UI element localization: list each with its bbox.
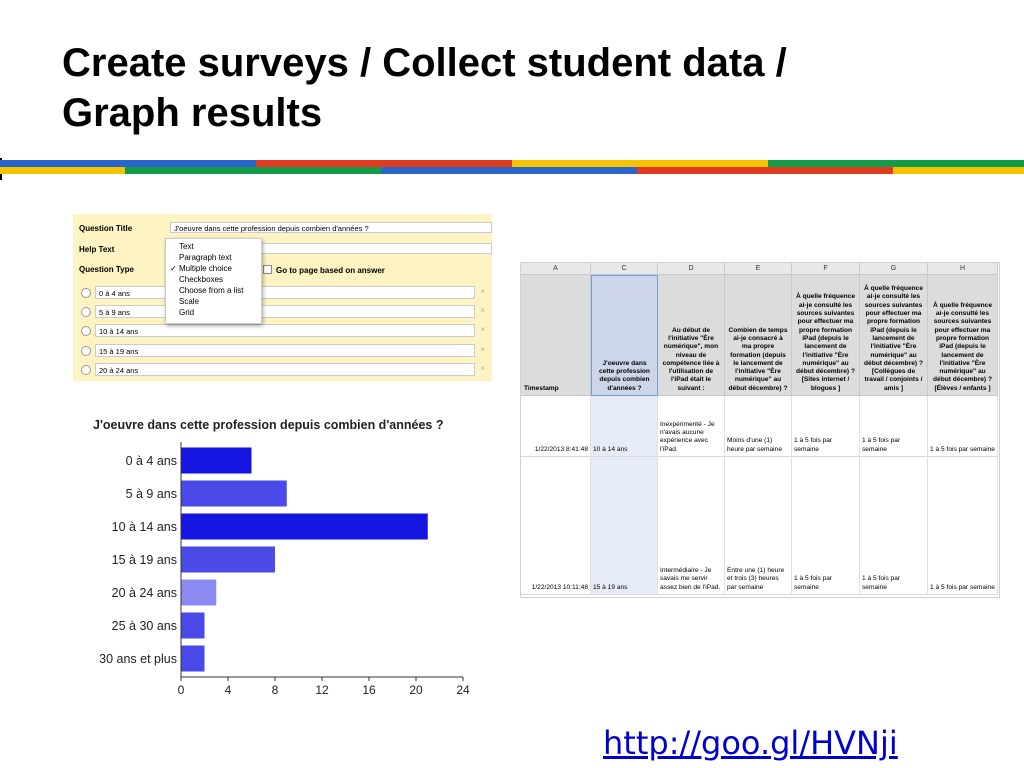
column-header-cell[interactable]: J'oeuvre dans cette profession depuis co…: [591, 275, 658, 396]
option-input[interactable]: 5 à 9 ans: [95, 305, 475, 318]
bar: [181, 513, 428, 540]
remove-option-icon[interactable]: ×: [480, 325, 485, 334]
table-cell[interactable]: 1 à 5 fois par semaine: [928, 396, 998, 457]
slide-title-line-2: Graph results: [62, 91, 323, 135]
table-cell[interactable]: 1 à 5 fois par semaine: [860, 457, 928, 595]
category-label: 25 à 30 ans: [112, 619, 177, 633]
question-title-label: Question Title: [79, 224, 133, 233]
check-icon: ✓: [170, 264, 177, 273]
x-tick-label: 4: [225, 683, 232, 697]
column-header-letter[interactable]: G: [860, 263, 928, 275]
menu-item-checkboxes[interactable]: Checkboxes: [179, 275, 224, 284]
category-label: 5 à 9 ans: [126, 487, 177, 501]
radio-icon: [81, 307, 91, 317]
column-header-cell[interactable]: À quelle fréquence ai-je consulté les so…: [860, 275, 928, 396]
option-row: 10 à 14 ans ×: [79, 324, 489, 337]
menu-item-grid[interactable]: Grid: [179, 308, 195, 317]
option-row: 0 à 4 ans ×: [79, 286, 489, 299]
question-type-menu: Text Paragraph text ✓ Multiple choice Ch…: [165, 238, 262, 324]
x-tick-label: 20: [409, 683, 423, 697]
radio-icon: [81, 288, 91, 298]
x-tick-label: 24: [456, 683, 470, 697]
column-header-cell[interactable]: À quelle fréquence ai-je consulté les so…: [928, 275, 998, 396]
menu-item-choose-from-list[interactable]: Choose from a list: [179, 286, 244, 295]
option-row: 5 à 9 ans ×: [79, 305, 489, 318]
column-header-cell[interactable]: À quelle fréquence ai-je consulté les so…: [792, 275, 860, 396]
table-cell[interactable]: 1 à 5 fois par semaine: [792, 396, 860, 457]
color-stripe-bottom: [0, 167, 1024, 174]
table-cell[interactable]: Intermédiaire - Je savais me servir asse…: [658, 457, 725, 595]
column-header-cell[interactable]: Au début de l'initiative "Ère numérique"…: [658, 275, 725, 396]
checkbox-icon[interactable]: [263, 265, 272, 274]
category-label: 10 à 14 ans: [112, 520, 177, 534]
menu-item-paragraph-text[interactable]: Paragraph text: [179, 253, 232, 262]
category-label: 15 à 19 ans: [112, 553, 177, 567]
menu-item-multiple-choice[interactable]: Multiple choice: [179, 264, 232, 273]
table-cell[interactable]: 10 à 14 ans: [591, 396, 658, 457]
column-header-letter[interactable]: C: [591, 263, 658, 275]
slide-title-line-1: Create surveys / Collect student data /: [62, 41, 787, 85]
table-cell[interactable]: Moins d'une (1) heure par semaine: [725, 396, 792, 457]
column-header-letter[interactable]: A: [521, 263, 591, 275]
table-cell[interactable]: Entre une (1) heure et trois (3) heures …: [725, 457, 792, 595]
column-header-letter[interactable]: E: [725, 263, 792, 275]
results-chart: J'oeuvre dans cette profession depuis co…: [85, 410, 485, 700]
color-stripe-top: [0, 160, 1024, 167]
option-input[interactable]: 15 à 19 ans: [95, 344, 475, 357]
table-cell[interactable]: 1 à 5 fois par semaine: [792, 457, 860, 595]
bar: [181, 612, 205, 639]
table-cell[interactable]: 1 à 5 fois par semaine: [860, 396, 928, 457]
bar: [181, 645, 205, 672]
radio-icon: [81, 346, 91, 356]
slide-title: Create surveys / Collect student data / …: [62, 38, 962, 138]
bar: [181, 447, 252, 474]
column-header-letter[interactable]: D: [658, 263, 725, 275]
question-title-input[interactable]: J'oeuvre dans cette profession depuis co…: [170, 222, 492, 233]
option-input[interactable]: 20 à 24 ans: [95, 363, 475, 376]
remove-option-icon[interactable]: ×: [480, 287, 485, 296]
bar: [181, 480, 287, 507]
bar-chart-svg: J'oeuvre dans cette profession depuis co…: [93, 418, 470, 697]
form-editor: Question Title J'oeuvre dans cette profe…: [73, 214, 492, 381]
x-tick-label: 12: [315, 683, 329, 697]
responses-spreadsheet: A Timestamp 1/22/2013 8:41:48 1/22/2013 10:…: [520, 262, 1000, 598]
option-row: 20 à 24 ans ×: [79, 363, 489, 376]
x-tick-label: 16: [362, 683, 376, 697]
bar: [181, 579, 217, 606]
option-row: 15 à 19 ans ×: [79, 344, 489, 357]
short-link[interactable]: http://goo.gl/HVNji: [603, 724, 898, 762]
option-input[interactable]: 0 à 4 ans: [95, 286, 475, 299]
table-cell[interactable]: 1/22/2013 8:41:48: [521, 396, 591, 457]
remove-option-icon[interactable]: ×: [480, 364, 485, 373]
remove-option-icon[interactable]: ×: [480, 306, 485, 315]
remove-option-icon[interactable]: ×: [480, 345, 485, 354]
menu-item-text[interactable]: Text: [179, 242, 194, 251]
column-header-letter[interactable]: H: [928, 263, 998, 275]
column-header-cell[interactable]: Combien de temps ai-je consacré à ma pro…: [725, 275, 792, 396]
table-cell[interactable]: 15 à 19 ans: [591, 457, 658, 595]
x-tick-label: 8: [272, 683, 279, 697]
category-label: 30 ans et plus: [99, 652, 177, 666]
go-to-page-label: Go to page based on answer: [276, 266, 385, 275]
menu-item-scale[interactable]: Scale: [179, 297, 200, 306]
radio-icon: [81, 326, 91, 336]
x-tick-label: 0: [178, 683, 185, 697]
category-label: 20 à 24 ans: [112, 586, 177, 600]
help-text-label: Help Text: [79, 245, 115, 254]
radio-icon: [81, 365, 91, 375]
table-cell[interactable]: 1/22/2013 10:11:48: [521, 457, 591, 595]
question-type-label: Question Type: [79, 265, 134, 274]
column-header-cell[interactable]: Timestamp: [521, 275, 591, 396]
go-to-page-option[interactable]: Go to page based on answer: [263, 265, 385, 275]
bar: [181, 546, 275, 573]
table-cell[interactable]: 1 à 5 fois par semaine: [928, 457, 998, 595]
chart-title: J'oeuvre dans cette profession depuis co…: [93, 418, 443, 432]
option-input[interactable]: 10 à 14 ans: [95, 324, 475, 337]
column-header-letter[interactable]: F: [792, 263, 860, 275]
category-label: 0 à 4 ans: [126, 454, 177, 468]
table-cell[interactable]: Inexpérimenté - Je n'avais aucune expéri…: [658, 396, 725, 457]
